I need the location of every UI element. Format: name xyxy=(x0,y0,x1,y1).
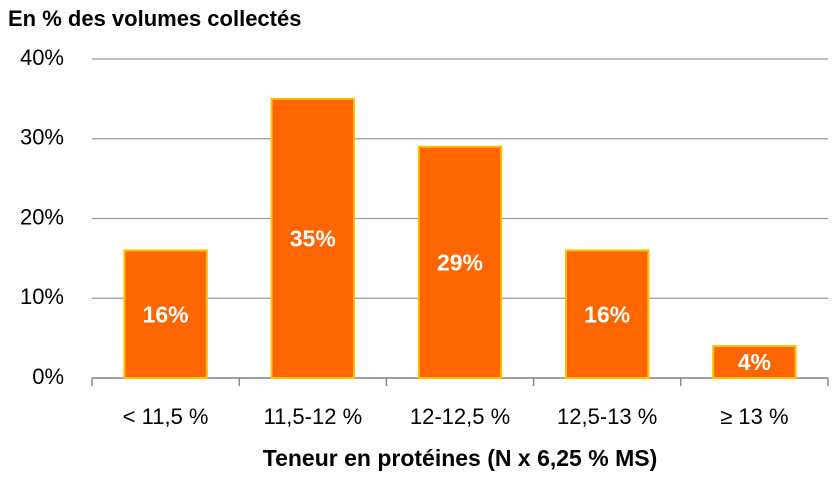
value-label: 16% xyxy=(143,301,189,327)
x-tick-label: ≥ 13 % xyxy=(720,404,788,429)
bar xyxy=(712,345,797,380)
y-tick-label: 20% xyxy=(20,204,64,229)
value-label: 35% xyxy=(290,226,336,252)
x-axis-label: Teneur en protéines (N x 6,25 % MS) xyxy=(263,445,658,471)
value-label: 4% xyxy=(738,349,771,375)
y-tick-label: 30% xyxy=(20,125,64,150)
y-tick-label: 10% xyxy=(20,284,64,309)
value-label: 29% xyxy=(437,249,483,275)
y-tick-label: 40% xyxy=(20,45,64,70)
chart-title: En % des volumes collectés xyxy=(8,6,301,31)
bar xyxy=(564,249,650,379)
x-tick-label: < 11,5 % xyxy=(123,404,209,429)
bar xyxy=(417,145,503,379)
bar xyxy=(123,249,208,379)
x-tick-label: 12,5-13 % xyxy=(557,404,657,429)
bar xyxy=(270,97,356,379)
value-label: 16% xyxy=(584,301,630,327)
y-tick-label: 0% xyxy=(32,364,64,389)
x-tick-label: 12-12,5 % xyxy=(410,404,510,429)
x-tick-label: 11,5-12 % xyxy=(263,404,362,429)
